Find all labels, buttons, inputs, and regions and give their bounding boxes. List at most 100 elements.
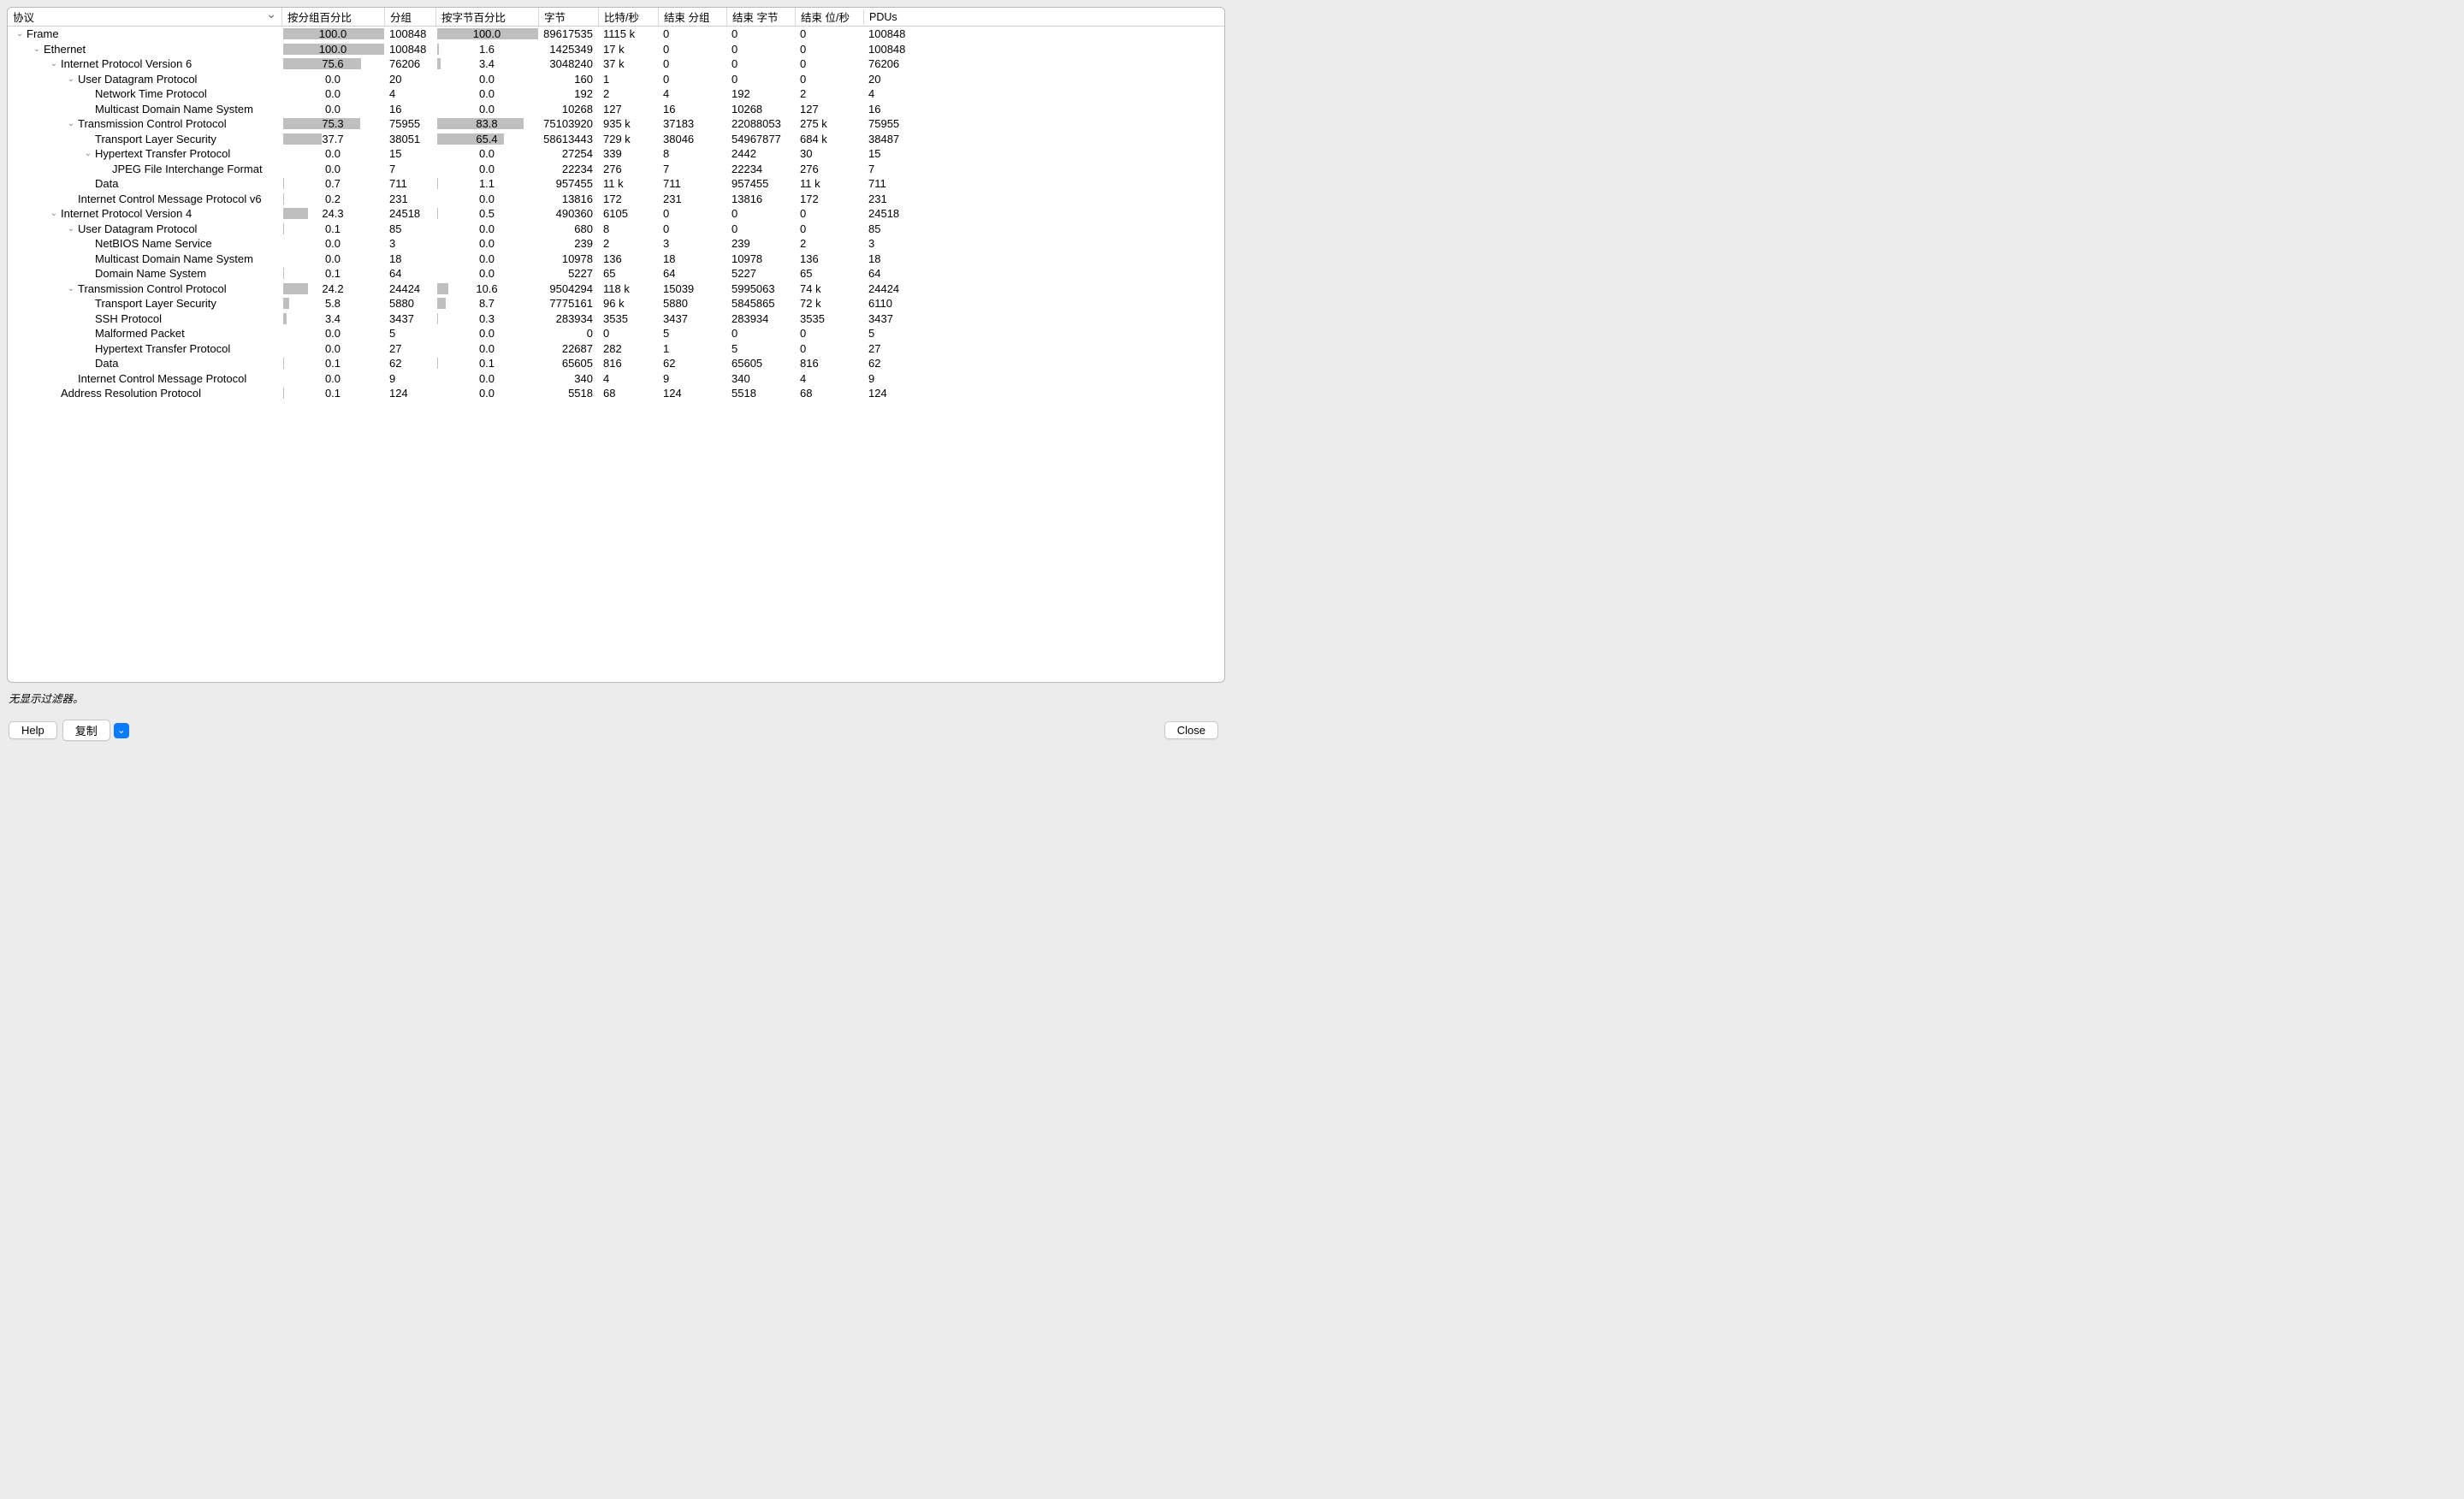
bits-sec-cell: 68 bbox=[598, 387, 658, 400]
end-bytes-cell: 0 bbox=[726, 327, 795, 340]
table-row[interactable]: SSH Protocol3.434370.3283934353534372839… bbox=[8, 311, 1224, 327]
table-row[interactable]: Hypertext Transfer Protocol0.0270.022687… bbox=[8, 341, 1224, 357]
end-bits-sec-cell: 11 k bbox=[795, 177, 863, 190]
protocol-name: User Datagram Protocol bbox=[78, 73, 197, 86]
end-bits-sec-cell: 2 bbox=[795, 237, 863, 250]
table-row[interactable]: Transport Layer Security5.858808.7777516… bbox=[8, 296, 1224, 311]
help-button[interactable]: Help bbox=[9, 721, 57, 739]
end-bits-sec-cell: 3535 bbox=[795, 312, 863, 325]
end-bytes-cell: 5518 bbox=[726, 387, 795, 400]
protocol-cell: ⌄Hypertext Transfer Protocol bbox=[8, 147, 281, 160]
copy-button[interactable]: 复制 bbox=[62, 720, 110, 741]
bytes-cell: 27254 bbox=[538, 147, 598, 160]
end-bytes-cell: 340 bbox=[726, 372, 795, 385]
table-row[interactable]: Data0.1620.165605816626560581662 bbox=[8, 356, 1224, 371]
table-row[interactable]: Multicast Domain Name System0.0160.01026… bbox=[8, 102, 1224, 117]
table-row[interactable]: Address Resolution Protocol0.11240.05518… bbox=[8, 386, 1224, 401]
end-bits-sec-cell: 0 bbox=[795, 73, 863, 86]
col-bytes[interactable]: 字节 bbox=[538, 7, 598, 27]
disclosure-icon[interactable]: ⌄ bbox=[66, 119, 76, 128]
pdus-cell: 76206 bbox=[863, 57, 932, 70]
packets-cell: 62 bbox=[384, 357, 435, 370]
table-row[interactable]: ⌄Transmission Control Protocol24.2244241… bbox=[8, 281, 1224, 297]
col-protocol[interactable]: 协议 bbox=[8, 7, 281, 27]
end-bits-sec-cell: 68 bbox=[795, 387, 863, 400]
table-row[interactable]: ⌄Transmission Control Protocol75.3759558… bbox=[8, 116, 1224, 132]
col-end-packets[interactable]: 结束 分组 bbox=[658, 7, 726, 27]
bits-sec-cell: 37 k bbox=[598, 57, 658, 70]
table-body: ⌄Frame100.0100848100.0896175351115 k0001… bbox=[8, 27, 1224, 401]
end-bytes-cell: 5 bbox=[726, 342, 795, 355]
pct-packets-cell: 0.0 bbox=[281, 252, 384, 265]
pct-packets-cell: 100.0 bbox=[281, 27, 384, 40]
packets-cell: 27 bbox=[384, 342, 435, 355]
table-row[interactable]: Network Time Protocol0.040.01922419224 bbox=[8, 86, 1224, 102]
table-row[interactable]: NetBIOS Name Service0.030.02392323923 bbox=[8, 236, 1224, 252]
end-bits-sec-cell: 2 bbox=[795, 87, 863, 100]
bits-sec-cell: 127 bbox=[598, 103, 658, 116]
table-header: 协议 按分组百分比 分组 按字节百分比 字节 比特/秒 结束 分组 结束 字节 … bbox=[8, 8, 1224, 27]
pct-packets-cell: 5.8 bbox=[281, 297, 384, 310]
end-bytes-cell: 5995063 bbox=[726, 282, 795, 295]
col-end-bytes[interactable]: 结束 字节 bbox=[726, 7, 795, 27]
table-row[interactable]: Internet Control Message Protocol v60.22… bbox=[8, 192, 1224, 207]
table-row[interactable]: Multicast Domain Name System0.0180.01097… bbox=[8, 252, 1224, 267]
pct-packets-cell: 0.0 bbox=[281, 147, 384, 160]
disclosure-icon[interactable]: ⌄ bbox=[66, 224, 76, 234]
col-packets[interactable]: 分组 bbox=[384, 7, 435, 27]
pdus-cell: 5 bbox=[863, 327, 932, 340]
bits-sec-cell: 282 bbox=[598, 342, 658, 355]
table-row[interactable]: ⌄Ethernet100.01008481.6142534917 k000100… bbox=[8, 42, 1224, 57]
col-pct-bytes[interactable]: 按字节百分比 bbox=[435, 7, 538, 27]
end-bytes-cell: 283934 bbox=[726, 312, 795, 325]
disclosure-icon[interactable]: ⌄ bbox=[15, 29, 25, 39]
disclosure-icon[interactable]: ⌄ bbox=[49, 209, 59, 218]
table-row[interactable]: Internet Control Message Protocol0.090.0… bbox=[8, 371, 1224, 387]
end-packets-cell: 0 bbox=[658, 27, 726, 40]
table-row[interactable]: ⌄User Datagram Protocol0.0200.0160100020 bbox=[8, 72, 1224, 87]
table-row[interactable]: ⌄Internet Protocol Version 424.3245180.5… bbox=[8, 206, 1224, 222]
table-row[interactable]: JPEG File Interchange Format0.070.022234… bbox=[8, 162, 1224, 177]
table-row[interactable]: ⌄Frame100.0100848100.0896175351115 k0001… bbox=[8, 27, 1224, 42]
col-bits-sec[interactable]: 比特/秒 bbox=[598, 7, 658, 27]
bits-sec-cell: 3535 bbox=[598, 312, 658, 325]
table-row[interactable]: Transport Layer Security37.73805165.4586… bbox=[8, 132, 1224, 147]
end-packets-cell: 0 bbox=[658, 73, 726, 86]
end-bytes-cell: 54967877 bbox=[726, 133, 795, 145]
table-row[interactable]: ⌄Hypertext Transfer Protocol0.0150.02725… bbox=[8, 146, 1224, 162]
bytes-cell: 7775161 bbox=[538, 297, 598, 310]
protocol-cell: Transport Layer Security bbox=[8, 297, 281, 310]
table-row[interactable]: Data0.77111.195745511 k71195745511 k711 bbox=[8, 176, 1224, 192]
packets-cell: 7 bbox=[384, 163, 435, 175]
end-packets-cell: 37183 bbox=[658, 117, 726, 130]
pdus-cell: 711 bbox=[863, 177, 932, 190]
protocol-cell: ⌄User Datagram Protocol bbox=[8, 222, 281, 235]
disclosure-icon[interactable]: ⌄ bbox=[66, 74, 76, 84]
col-end-bits-sec[interactable]: 结束 位/秒 bbox=[795, 7, 863, 27]
table-row[interactable]: ⌄User Datagram Protocol0.1850.0680800085 bbox=[8, 222, 1224, 237]
table-row[interactable]: Malformed Packet0.050.0005005 bbox=[8, 326, 1224, 341]
pdus-cell: 6110 bbox=[863, 297, 932, 310]
pct-packets-cell: 75.6 bbox=[281, 57, 384, 70]
bits-sec-cell: 8 bbox=[598, 222, 658, 235]
col-pdus[interactable]: PDUs bbox=[863, 9, 932, 25]
end-bytes-cell: 0 bbox=[726, 27, 795, 40]
protocol-cell: ⌄Transmission Control Protocol bbox=[8, 282, 281, 295]
disclosure-icon[interactable]: ⌄ bbox=[83, 149, 93, 158]
disclosure-icon[interactable]: ⌄ bbox=[66, 284, 76, 293]
pct-bytes-cell: 0.0 bbox=[435, 327, 538, 340]
bytes-cell: 3048240 bbox=[538, 57, 598, 70]
protocol-cell: Internet Control Message Protocol bbox=[8, 372, 281, 385]
copy-dropdown-icon[interactable]: ⌄ bbox=[114, 723, 129, 738]
table-row[interactable]: ⌄Internet Protocol Version 675.6762063.4… bbox=[8, 56, 1224, 72]
close-button[interactable]: Close bbox=[1164, 721, 1218, 739]
end-packets-cell: 4 bbox=[658, 87, 726, 100]
packets-cell: 100848 bbox=[384, 43, 435, 56]
end-bits-sec-cell: 30 bbox=[795, 147, 863, 160]
bytes-cell: 283934 bbox=[538, 312, 598, 325]
disclosure-icon[interactable]: ⌄ bbox=[49, 59, 59, 68]
end-bits-sec-cell: 172 bbox=[795, 193, 863, 205]
table-row[interactable]: Domain Name System0.1640.052276564522765… bbox=[8, 266, 1224, 281]
col-pct-packets[interactable]: 按分组百分比 bbox=[281, 7, 384, 27]
disclosure-icon[interactable]: ⌄ bbox=[32, 44, 42, 54]
